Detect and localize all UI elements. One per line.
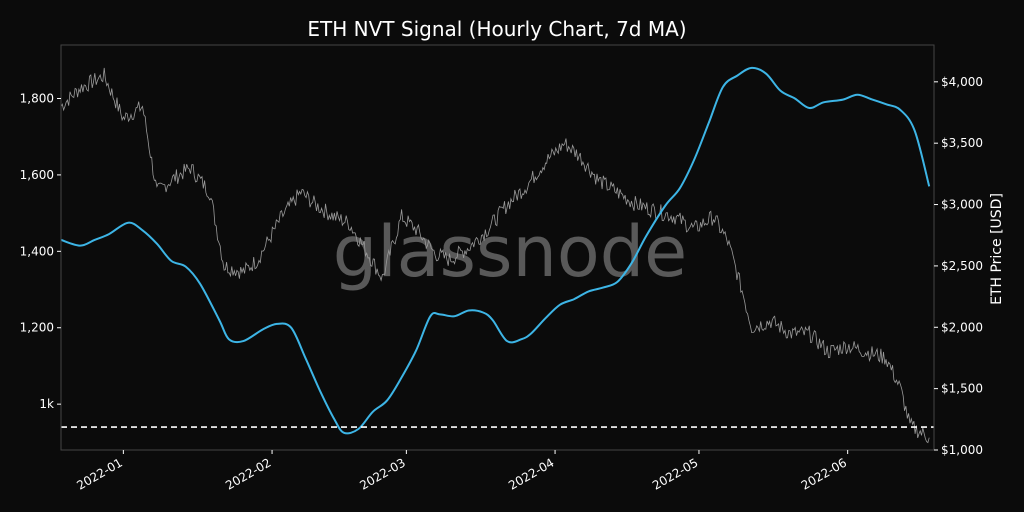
left-tick-label: 1k: [39, 397, 54, 411]
right-tick-label: $2,000: [941, 320, 983, 334]
left-tick-label: 1,400: [20, 244, 54, 258]
plot-frame: [60, 44, 935, 451]
left-tick-label: 1,200: [20, 321, 54, 335]
eth-price-series: [60, 67, 930, 444]
nvt-signal-series: [60, 66, 931, 435]
nvt-signal-line: [60, 66, 931, 435]
right-tick-label: $3,000: [941, 198, 983, 212]
left-y-axis: 1k 1,200 1,400 1,600 1,800: [20, 91, 61, 411]
right-tick-label: $2,500: [941, 259, 983, 273]
glassnode-watermark: glassnode: [333, 211, 687, 293]
left-tick-label: 1,600: [20, 168, 54, 182]
chart-title: ETH NVT Signal (Hourly Chart, 7d MA): [307, 17, 686, 41]
eth-price-line: [60, 67, 930, 444]
right-axis-label: ETH Price [USD]: [989, 193, 1005, 305]
left-tick-label: 1,800: [20, 91, 54, 105]
right-y-axis: $1,000 $1,500 $2,000 $2,500 $3,000 $3,500 $4,0…: [934, 75, 983, 457]
right-tick-label: $4,000: [941, 75, 983, 89]
right-tick-label: $1,000: [941, 443, 983, 457]
right-tick-label: $1,500: [941, 382, 983, 396]
right-tick-label: $3,500: [941, 136, 983, 150]
